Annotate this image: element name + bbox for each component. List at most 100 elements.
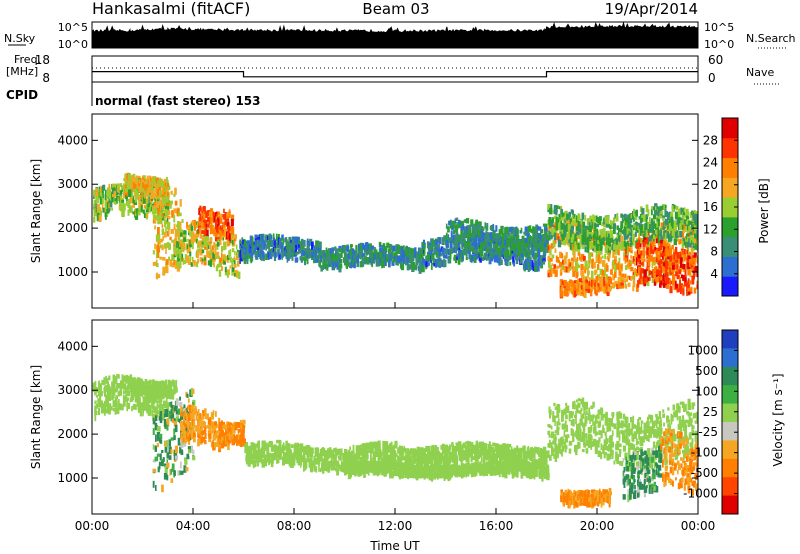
- data-cell: [577, 242, 581, 250]
- data-cell: [336, 264, 340, 270]
- data-cell: [554, 237, 557, 244]
- data-cell: [161, 183, 165, 189]
- data-cell: [145, 198, 149, 205]
- data-cell: [416, 251, 420, 258]
- data-cell: [534, 253, 538, 259]
- power-band: [319, 241, 423, 274]
- data-cell: [152, 250, 155, 255]
- data-cell: [620, 282, 624, 286]
- data-cell: [299, 256, 302, 261]
- data-cell: [227, 272, 229, 278]
- data-cell: [680, 207, 683, 215]
- data-cell: [462, 232, 465, 240]
- data-cell: [473, 237, 477, 246]
- data-cell: [686, 219, 690, 224]
- data-cell: [560, 266, 563, 273]
- data-cell: [688, 220, 692, 225]
- data-cell: [589, 241, 592, 248]
- data-cell: [630, 267, 634, 272]
- data-cell: [683, 219, 687, 225]
- data-cell: [506, 228, 509, 235]
- data-cell: [546, 245, 549, 253]
- data-cell: [507, 256, 510, 261]
- data-cell: [234, 270, 237, 275]
- y-tick-label: 3000: [57, 177, 88, 191]
- data-cell: [550, 204, 552, 208]
- data-cell: [576, 286, 578, 291]
- data-cell: [588, 270, 590, 275]
- data-cell: [616, 283, 619, 290]
- data-cell: [506, 236, 508, 241]
- data-cell: [575, 271, 579, 277]
- data-cell: [510, 227, 513, 232]
- data-cell: [602, 269, 606, 274]
- data-cell: [224, 228, 228, 235]
- data-cell: [660, 210, 664, 215]
- data-cell: [191, 256, 194, 264]
- data-cell: [591, 227, 595, 231]
- data-cell: [162, 236, 164, 241]
- data-cell: [449, 240, 453, 248]
- data-cell: [425, 261, 428, 268]
- data-cell: [472, 229, 476, 236]
- data-cell: [684, 269, 687, 278]
- freq-label-top: Freq.: [14, 53, 41, 66]
- data-cell: [535, 252, 537, 256]
- data-cell: [304, 248, 308, 252]
- data-cell: [612, 253, 615, 259]
- data-cell: [201, 237, 205, 245]
- data-cell: [541, 258, 543, 263]
- data-cell: [206, 242, 209, 250]
- data-cell: [468, 255, 471, 260]
- data-cell: [292, 236, 296, 240]
- data-cell: [146, 410, 149, 414]
- data-cell: [465, 248, 468, 257]
- data-cell: [484, 222, 487, 229]
- data-cell: [679, 280, 681, 286]
- data-cell: [171, 239, 175, 243]
- data-cell: [570, 227, 573, 235]
- data-cell: [223, 259, 226, 265]
- data-cell: [449, 245, 452, 251]
- data-cell: [157, 227, 160, 235]
- data-cell: [669, 286, 673, 294]
- data-cell: [156, 189, 160, 196]
- data-cell: [598, 235, 601, 242]
- data-cell: [643, 216, 647, 222]
- data-cell: [117, 405, 120, 410]
- data-cell: [671, 222, 675, 229]
- data-cell: [231, 248, 235, 253]
- data-cell: [475, 235, 478, 239]
- data-cell: [99, 383, 103, 391]
- data-cell: [470, 241, 474, 249]
- data-cell: [379, 260, 383, 266]
- colorbar-tick-label: 4: [710, 267, 718, 281]
- data-cell: [549, 269, 553, 277]
- data-cell: [561, 283, 564, 291]
- data-cell: [126, 201, 128, 207]
- data-cell: [657, 211, 660, 217]
- data-cell: [623, 234, 626, 241]
- data-cell: [171, 262, 175, 268]
- data-cell: [127, 383, 131, 390]
- data-cell: [632, 256, 636, 263]
- data-cell: [123, 177, 126, 182]
- data-cell: [641, 215, 644, 218]
- data-cell: [606, 265, 609, 272]
- data-cell: [453, 220, 456, 228]
- data-cell: [183, 236, 187, 242]
- data-cell: [129, 177, 133, 183]
- data-cell: [180, 232, 184, 237]
- data-cell: [680, 274, 683, 279]
- noise-tick-left-top: 10^5: [58, 21, 88, 34]
- data-cell: [647, 260, 651, 267]
- data-cell: [162, 201, 165, 209]
- data-cell: [338, 245, 342, 251]
- data-cell: [546, 240, 549, 246]
- data-cell: [156, 193, 159, 198]
- data-cell: [332, 249, 334, 256]
- data-cell: [142, 410, 144, 414]
- data-cell: [292, 243, 297, 247]
- data-cell: [594, 269, 597, 276]
- data-cell: [589, 254, 592, 262]
